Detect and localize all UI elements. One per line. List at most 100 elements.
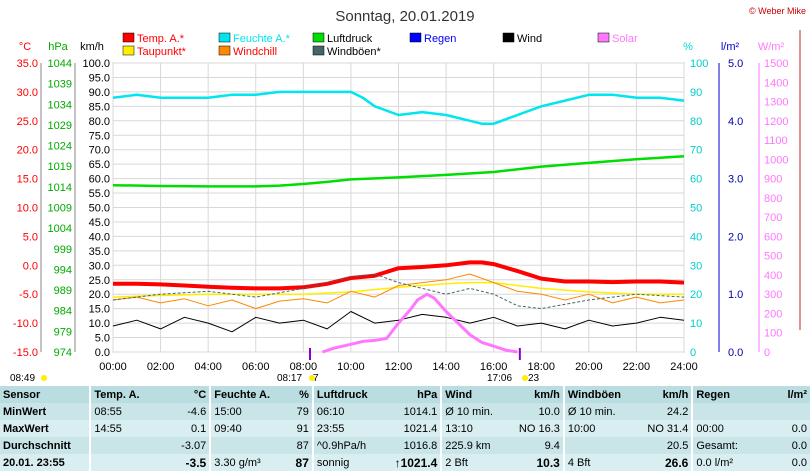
table-cell: 1021.4 <box>381 420 442 437</box>
marker-time-1b: 7 <box>313 373 319 384</box>
legend-label: Regen <box>424 33 456 45</box>
hum-tick-label: 80 <box>690 116 702 128</box>
table-cell: 20.01. 23:55 <box>0 454 91 471</box>
rain-tick-label: 3.0 <box>728 174 743 186</box>
table-cell: ↑1021.4 <box>381 454 442 471</box>
table-header-cell: Sensor <box>0 386 91 403</box>
table-cell: 79 <box>278 403 313 420</box>
hum-tick-label: 20 <box>690 289 702 301</box>
legend-swatch <box>312 45 325 56</box>
legend-swatch <box>122 32 135 43</box>
table-cell: 06:10 <box>311 403 382 420</box>
table-cell: 20.5 <box>628 437 693 454</box>
table-cell: 10.3 <box>499 454 564 471</box>
x-tick-label: 22:00 <box>623 361 651 373</box>
table-cell: 24.2 <box>628 403 693 420</box>
wind-tick-label: 25.0 <box>89 275 110 287</box>
temp-tick-label: 15.0 <box>17 174 38 186</box>
solar-tick-label: 1400 <box>764 77 788 89</box>
temp-tick-label: -10.0 <box>13 318 38 330</box>
table-row: MaxWert 14:55 0.1 09:40 91 23:55 1021.4 13:10 NO… <box>0 420 810 437</box>
wind-tick-label: 30.0 <box>89 260 110 272</box>
x-tick-label: 02:00 <box>147 361 175 373</box>
table-cell <box>691 403 761 420</box>
solar-tick-label: 1100 <box>764 135 788 147</box>
rain-tick-label: 4.0 <box>728 116 743 128</box>
legend-label: Windchill <box>233 46 277 58</box>
solar-tick-label: 1000 <box>764 154 788 166</box>
wind-tick-label: 65.0 <box>89 159 110 171</box>
x-tick-label: 12:00 <box>385 361 413 373</box>
table-cell <box>760 403 810 420</box>
temp-tick-label: 0.0 <box>23 260 38 272</box>
press-tick-label: 1034 <box>48 99 72 111</box>
wind-tick-label: 10.0 <box>89 318 110 330</box>
temp-unit-label: °C <box>19 41 31 53</box>
temp-tick-label: 30.0 <box>17 87 38 99</box>
table-cell: 225.9 km <box>440 437 500 454</box>
temp-tick-label: 5.0 <box>23 231 38 243</box>
solar-tick-label: 900 <box>764 174 782 186</box>
solar-tick-label: 400 <box>764 270 782 282</box>
series-line <box>112 90 685 125</box>
table-cell: Ø 10 min. <box>440 403 500 420</box>
table-header-cell: Wind <box>440 386 500 403</box>
table-cell <box>89 454 154 471</box>
press-tick-label: 1004 <box>48 223 72 235</box>
temp-tick-label: 20.0 <box>17 145 38 157</box>
wind-tick-label: 85.0 <box>89 101 110 113</box>
table-cell: 26.6 <box>628 454 693 471</box>
table-cell: 91 <box>278 420 313 437</box>
rain-tick-label: 0.0 <box>728 347 743 359</box>
legend-swatch <box>312 32 325 43</box>
solar-tick-label: 800 <box>764 193 782 205</box>
legend-label: Luftdruck <box>327 33 373 45</box>
table-cell: ^0.9hPa/h <box>311 437 382 454</box>
chart-title: Sonntag, 20.01.2019 <box>335 8 474 25</box>
hum-tick-label: 50 <box>690 203 702 215</box>
press-unit-label: hPa <box>48 41 68 53</box>
legend-label: Wind <box>517 33 542 45</box>
press-tick-label: 1044 <box>48 58 72 70</box>
stats-table: Sensor Temp. A. °C Feuchte A.% Luftdruck hPa W… <box>0 386 810 471</box>
wind-tick-label: 35.0 <box>89 246 110 258</box>
series-line <box>113 260 685 291</box>
table-cell: Durchschnitt <box>0 437 91 454</box>
wind-tick-label: 50.0 <box>89 203 110 215</box>
table-row: Durchschnitt -3.07 87 ^0.9hPa/h 1016.8 225.9 … <box>0 437 810 454</box>
legend-label: Feuchte A.* <box>233 33 291 45</box>
sun-icon <box>41 375 47 381</box>
table-cell <box>89 437 154 454</box>
wind-tick-label: 45.0 <box>89 217 110 229</box>
table-header-cell: Luftdruck <box>311 386 382 403</box>
solar-tick-label: 0 <box>764 347 770 359</box>
press-tick-label: 999 <box>54 244 72 256</box>
table-header-cell: km/h <box>499 386 564 403</box>
wind-unit-label: km/h <box>80 41 104 53</box>
table-row: 20.01. 23:55 -3.5 3.30 g/m³ 87 sonnig ↑1021.4… <box>0 454 810 471</box>
table-cell: 9.4 <box>499 437 564 454</box>
marker-time-1: 08:17 <box>277 373 302 384</box>
sun-icon <box>522 375 528 381</box>
temp-tick-label: 35.0 <box>17 58 38 70</box>
press-tick-label: 1024 <box>48 141 72 153</box>
table-header-cell: Temp. A. <box>89 386 154 403</box>
wind-tick-label: 100.0 <box>82 58 110 70</box>
table-cell: 0.0 l/m² <box>691 454 761 471</box>
x-tick-label: 18:00 <box>527 361 555 373</box>
solar-tick-label: 1500 <box>764 58 788 70</box>
table-cell: 0.0 <box>760 437 810 454</box>
series-line <box>321 292 518 354</box>
x-tick-label: 06:00 <box>242 361 270 373</box>
press-tick-label: 979 <box>54 326 72 338</box>
press-tick-label: 1029 <box>48 120 72 132</box>
wind-tick-label: 80.0 <box>89 116 110 128</box>
table-header-cell: Windböen <box>562 386 629 403</box>
table-cell: 10.0 <box>499 403 564 420</box>
hum-tick-label: 30 <box>690 260 702 272</box>
table-cell: 1014.1 <box>381 403 442 420</box>
temp-tick-label: 25.0 <box>17 116 38 128</box>
solar-tick-label: 200 <box>764 308 782 320</box>
table-cell: Gesamt: <box>691 437 761 454</box>
wind-tick-label: 95.0 <box>89 72 110 84</box>
